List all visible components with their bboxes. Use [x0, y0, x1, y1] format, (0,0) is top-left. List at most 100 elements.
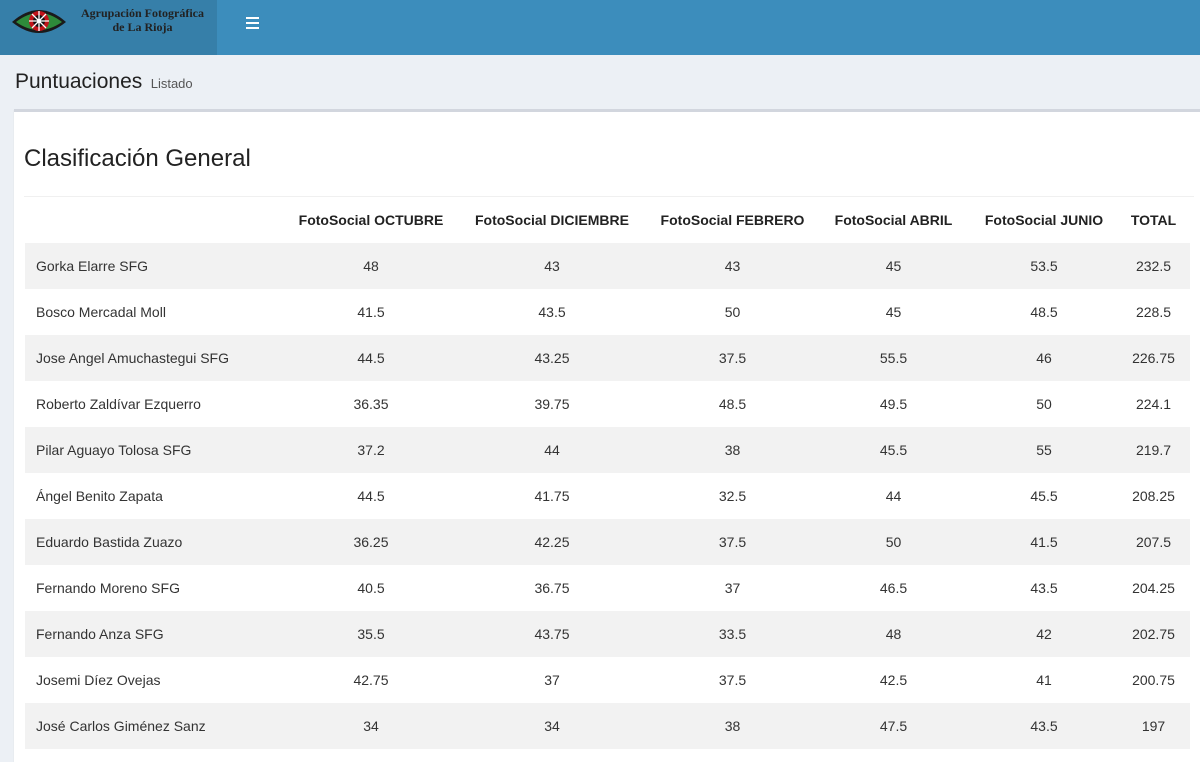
score-diciembre: 34	[544, 718, 560, 734]
table-row: Roberto Zaldívar Ezquerro 36.35 39.75 48.5 4…	[25, 381, 1190, 427]
score-total: 207.5	[1135, 534, 1172, 550]
score-octubre: 36.25	[353, 534, 389, 550]
table-header-row: FotoSocial OCTUBRE FotoSocial DICIEMBRE Fo…	[25, 197, 1190, 243]
score-abril: 42.5	[879, 672, 908, 688]
score-junio: 41.5	[1030, 534, 1058, 550]
score-febrero: 37.5	[718, 534, 747, 550]
logo-line-1: Agrupación Fotográfica	[81, 6, 204, 20]
score-junio: 53.5	[1030, 258, 1058, 274]
score-diciembre: 43.25	[534, 350, 570, 366]
score-febrero: 37.5	[718, 350, 747, 366]
score-total: 204.25	[1132, 580, 1175, 596]
score-febrero: 38	[724, 718, 741, 734]
participant-name: Fernando Anza SFG	[36, 626, 164, 642]
name-column-header	[25, 197, 287, 243]
score-diciembre: 43	[544, 258, 560, 274]
score-diciembre: 36.75	[534, 580, 570, 596]
score-total: 202.75	[1132, 626, 1175, 642]
participant-name: Josemi Díez Ovejas	[36, 672, 161, 688]
score-total: 226.75	[1132, 350, 1175, 366]
score-diciembre: 37	[544, 672, 560, 688]
score-abril: 45	[885, 304, 902, 320]
score-diciembre: 43.5	[538, 304, 566, 320]
score-octubre: 37.2	[357, 442, 385, 458]
score-abril: 49.5	[879, 396, 908, 412]
table-row: Josemi Díez Ovejas 42.75 37 37.5 42.5 41 200.7…	[25, 657, 1190, 703]
score-octubre: 35.5	[357, 626, 385, 642]
score-abril: 47.5	[879, 718, 908, 734]
participant-name: Roberto Zaldívar Ezquerro	[36, 396, 201, 412]
score-junio: 42	[1036, 626, 1052, 642]
panel-title: Clasificación General	[24, 145, 251, 172]
table-row: Fernando Anza SFG 35.5 43.75 33.5 48 42 202.75	[25, 611, 1190, 657]
score-abril: 55.5	[879, 350, 908, 366]
score-febrero: 37.5	[718, 672, 747, 688]
table-row: Ángel Benito Zapata 44.5 41.75 32.5 44 45.5 20…	[25, 473, 1190, 519]
panel-divider	[24, 196, 1194, 197]
participant-name: Fernando Moreno SFG	[36, 580, 180, 596]
score-octubre: 44.5	[357, 350, 385, 366]
score-octubre: 34	[363, 718, 379, 734]
table-row: Gorka Elarre SFG 48 43 43 45 53.5 232.5	[25, 243, 1190, 289]
score-octubre: 42.75	[353, 672, 389, 688]
score-abril: 50	[885, 534, 902, 550]
score-diciembre: 43.75	[534, 626, 570, 642]
table-row: Pilar Aguayo Tolosa SFG 37.2 44 38 45.5 55 219…	[25, 427, 1190, 473]
score-febrero: 38	[724, 442, 741, 458]
score-junio: 43.5	[1030, 580, 1058, 596]
score-abril: 44	[885, 488, 902, 504]
total-column-header: TOTAL	[1130, 212, 1177, 228]
score-junio: 45.5	[1030, 488, 1058, 504]
october-column-header: FotoSocial OCTUBRE	[298, 212, 444, 228]
score-diciembre: 39.75	[534, 396, 570, 412]
score-abril: 48	[885, 626, 902, 642]
score-febrero: 32.5	[718, 488, 747, 504]
logo[interactable]: Agrupación Fotográfica de La Rioja	[0, 0, 217, 55]
participant-name: José Carlos Giménez Sanz	[36, 718, 206, 734]
score-abril: 46.5	[879, 580, 908, 596]
eye-logo-icon	[12, 10, 66, 33]
participant-name: Ángel Benito Zapata	[36, 488, 163, 504]
february-column-header: FotoSocial FEBRERO	[660, 212, 805, 228]
score-febrero: 33.5	[718, 626, 747, 642]
logo-text: Agrupación Fotográfica de La Rioja	[70, 6, 215, 34]
score-febrero: 43	[724, 258, 741, 274]
score-junio: 48.5	[1030, 304, 1058, 320]
score-total: 208.25	[1132, 488, 1175, 504]
page-subtitle: Listado	[150, 76, 193, 91]
score-febrero: 37	[724, 580, 741, 596]
ranking-panel: Clasificación General FotoSocial OCTUBRE…	[14, 109, 1200, 762]
score-abril: 45	[885, 258, 902, 274]
page-title: Puntuaciones	[15, 70, 143, 93]
june-column-header: FotoSocial JUNIO	[984, 212, 1104, 228]
score-diciembre: 42.25	[534, 534, 570, 550]
participant-name: Bosco Mercadal Moll	[36, 304, 166, 320]
table-row: Eduardo Bastida Zuazo 36.25 42.25 37.5 50 41.…	[25, 519, 1190, 565]
table-row: José Carlos Giménez Sanz 34 34 38 47.5 43.5 19…	[25, 703, 1190, 749]
score-octubre: 48	[363, 258, 379, 274]
april-column-header: FotoSocial ABRIL	[834, 212, 953, 228]
score-junio: 43.5	[1030, 718, 1058, 734]
score-octubre: 44.5	[357, 488, 385, 504]
hamburger-menu-icon[interactable]	[244, 14, 264, 34]
score-junio: 46	[1036, 350, 1052, 366]
score-total: 219.7	[1135, 442, 1172, 458]
participant-name: Pilar Aguayo Tolosa SFG	[36, 442, 192, 458]
score-octubre: 40.5	[357, 580, 385, 596]
participant-name: Gorka Elarre SFG	[36, 258, 149, 274]
table-row: Jose Angel Amuchastegui SFG 44.5 43.25 37.5…	[25, 335, 1190, 381]
score-diciembre: 41.75	[534, 488, 570, 504]
score-total: 232.5	[1135, 258, 1172, 274]
score-junio: 41	[1036, 672, 1052, 688]
score-junio: 50	[1036, 396, 1052, 412]
december-column-header: FotoSocial DICIEMBRE	[474, 212, 629, 228]
score-febrero: 50	[724, 304, 741, 320]
score-total: 228.5	[1135, 304, 1172, 320]
score-abril: 45.5	[879, 442, 908, 458]
participant-name: Eduardo Bastida Zuazo	[36, 534, 183, 550]
table-row: Bosco Mercadal Moll 41.5 43.5 50 45 48.5 228.5	[25, 289, 1190, 335]
score-octubre: 41.5	[357, 304, 385, 320]
score-junio: 55	[1036, 442, 1052, 458]
content-header: Puntuaciones Listado	[15, 70, 193, 94]
participant-name: Jose Angel Amuchastegui SFG	[36, 350, 229, 366]
